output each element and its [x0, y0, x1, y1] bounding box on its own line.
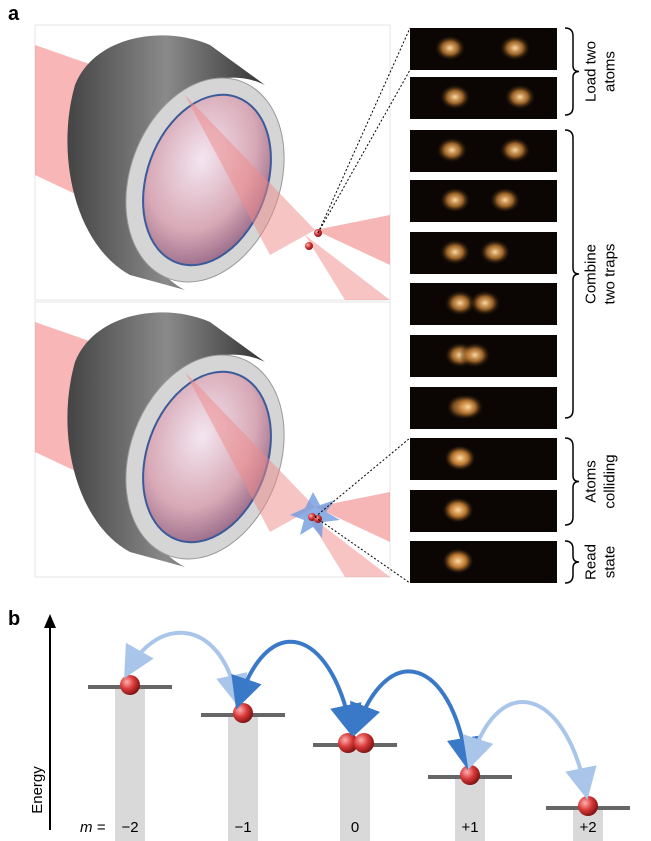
group-label: colliding	[602, 454, 619, 508]
m-value: −2	[121, 819, 138, 836]
bracket	[565, 28, 579, 115]
atom-blob	[439, 187, 471, 213]
atom-blob	[489, 187, 521, 213]
atom-blob	[469, 290, 501, 316]
image-bg	[410, 180, 557, 222]
bracket	[565, 541, 579, 583]
axis-label: Energy	[29, 766, 46, 814]
atom	[460, 765, 480, 785]
atom-blob	[459, 342, 491, 368]
atom-blob	[442, 548, 474, 574]
level-column	[115, 687, 145, 841]
m-value: 0	[351, 819, 359, 836]
atom-image	[410, 28, 557, 70]
atom-blob	[436, 137, 468, 163]
m-label: m =	[80, 819, 106, 836]
atom-image	[410, 490, 557, 532]
atom-blob	[439, 239, 471, 265]
atom	[120, 675, 140, 695]
group-label: two traps	[602, 244, 619, 305]
atom-blob	[434, 35, 466, 61]
group-label: Read	[583, 544, 600, 580]
image-bg	[410, 541, 557, 583]
m-value: +2	[579, 819, 596, 836]
group-label: Load two	[583, 41, 600, 102]
panel-label: a	[8, 3, 20, 25]
bracket	[565, 438, 579, 525]
atom-image	[410, 180, 557, 222]
image-bg	[410, 28, 557, 70]
group-label: Combine	[583, 244, 600, 304]
atom-image	[410, 77, 557, 119]
m-value: +1	[461, 819, 478, 836]
atom-blob	[504, 84, 536, 110]
image-bg	[410, 130, 557, 172]
atom-image	[410, 438, 557, 480]
group-label: Atoms	[583, 460, 600, 503]
atom-image	[410, 283, 557, 325]
atom	[233, 703, 253, 723]
group-label: atoms	[602, 51, 619, 92]
atom-blob	[499, 35, 531, 61]
group-label: state	[602, 546, 619, 579]
atom-blob	[439, 84, 471, 110]
atom	[354, 733, 374, 753]
image-bg	[410, 438, 557, 480]
atom-image	[410, 387, 557, 429]
atom-blob	[442, 497, 474, 523]
bracket	[565, 130, 579, 418]
atom-blob	[499, 137, 531, 163]
atom	[578, 796, 598, 816]
atom-image	[410, 541, 557, 583]
atom-blob	[452, 394, 484, 420]
atom-blob	[479, 239, 511, 265]
panel-label: b	[8, 608, 20, 630]
atom-image	[410, 232, 557, 274]
m-value: −1	[234, 819, 251, 836]
figure: a b Energy −2 −1 0 +1 +2 m = Load twoatoms Co…	[0, 0, 651, 841]
atom-image	[410, 335, 557, 377]
image-bg	[410, 490, 557, 532]
atom-blob	[444, 445, 476, 471]
atom-image	[410, 130, 557, 172]
